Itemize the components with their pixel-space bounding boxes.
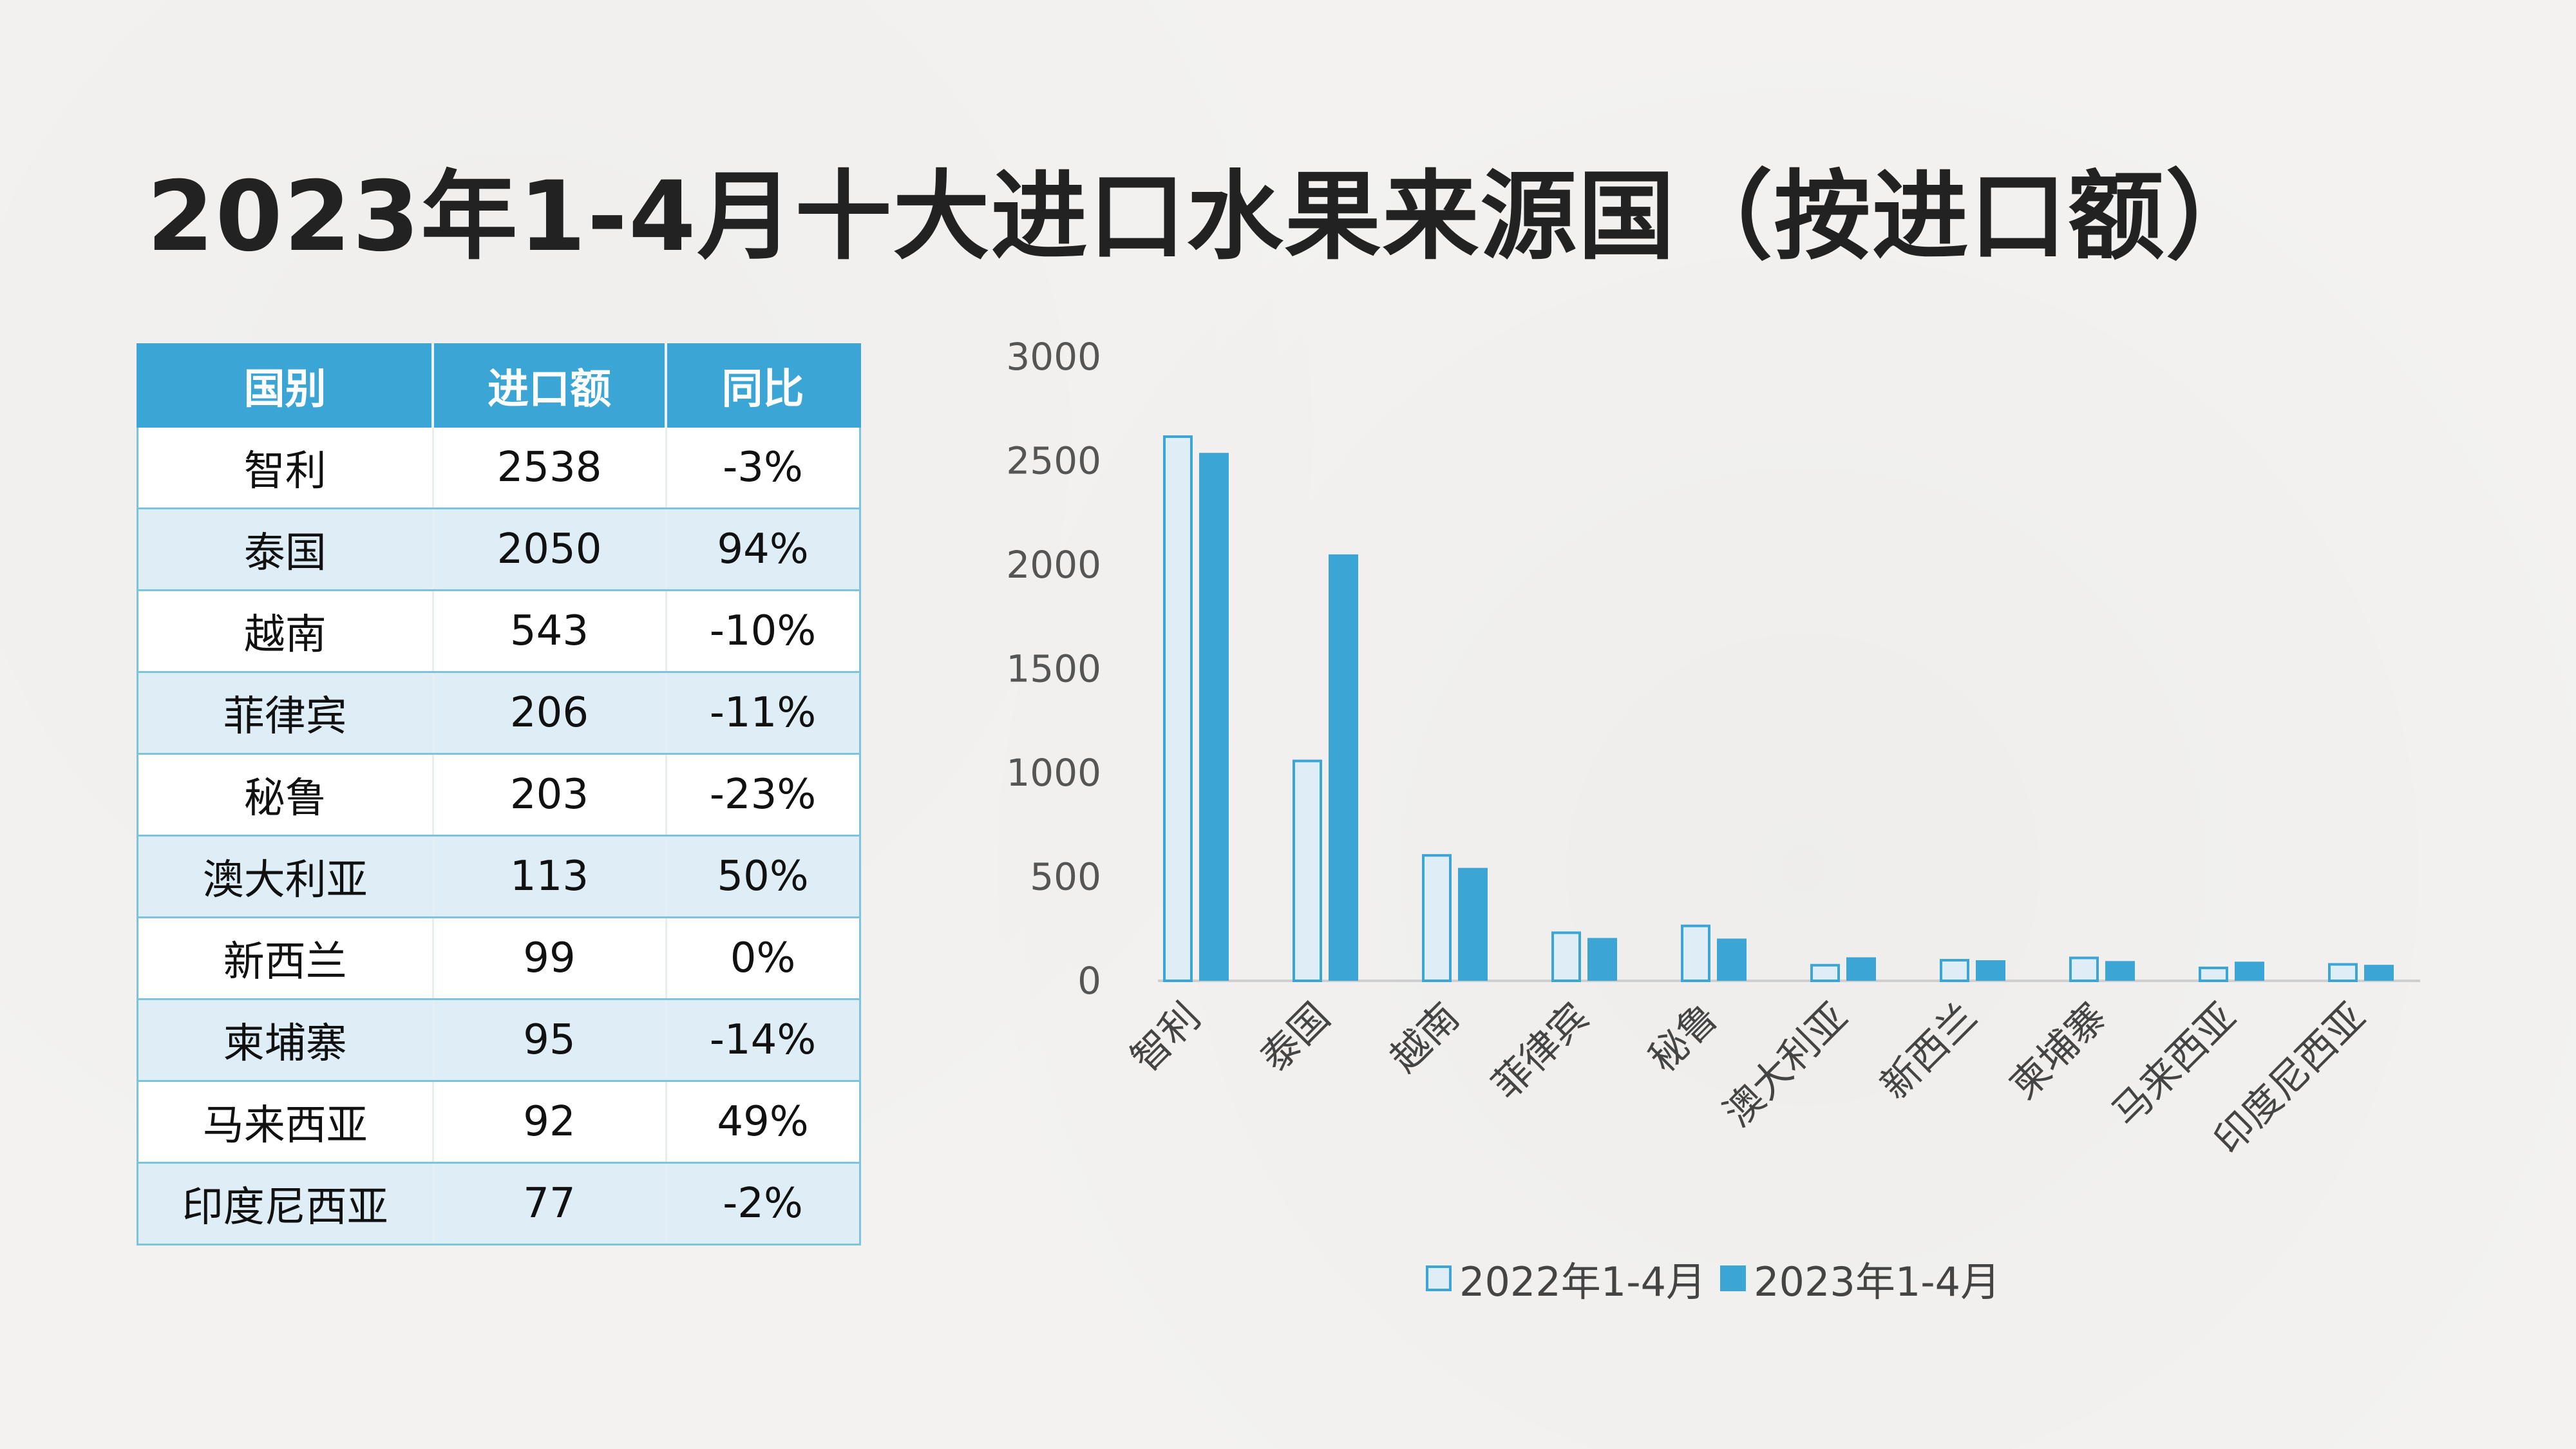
amount-cell: 92 bbox=[431, 1080, 667, 1164]
table-row: 印度尼西亚 77 -2% bbox=[137, 1162, 861, 1245]
bar-2023 bbox=[1976, 960, 2005, 981]
yoy-cell: -2% bbox=[665, 1162, 861, 1245]
country-cell: 马来西亚 bbox=[137, 1080, 434, 1164]
bar-2022 bbox=[1551, 931, 1581, 982]
bar-2023 bbox=[1199, 453, 1229, 981]
page-title: 2023年1-4月十大进口水果来源国（按进口额） bbox=[147, 161, 2264, 273]
x-tick-label: 柬埔寨 bbox=[2002, 994, 2116, 1108]
bar-2023 bbox=[2105, 961, 2135, 981]
table-row: 智利 2538 -3% bbox=[137, 426, 861, 509]
table-row: 泰国 2050 94% bbox=[137, 507, 861, 591]
bar-2022 bbox=[1681, 924, 1710, 983]
bar-2022 bbox=[1810, 963, 1840, 983]
x-tick-label: 菲律宾 bbox=[1484, 994, 1598, 1108]
bar-2022 bbox=[2199, 966, 2228, 982]
legend-swatch-2023 bbox=[1720, 1265, 1747, 1291]
chart-legend: 2022年1-4月 2023年1-4月 bbox=[1426, 1249, 2000, 1307]
amount-cell: 77 bbox=[431, 1162, 667, 1245]
x-tick-label: 泰国 bbox=[1252, 994, 1338, 1081]
amount-cell: 113 bbox=[431, 835, 667, 918]
table-row: 菲律宾 206 -11% bbox=[137, 671, 861, 755]
header-yoy: 同比 bbox=[665, 343, 861, 428]
yoy-cell: 49% bbox=[665, 1080, 861, 1164]
country-cell: 泰国 bbox=[137, 507, 434, 591]
yoy-cell: 0% bbox=[665, 916, 861, 1000]
amount-cell: 95 bbox=[431, 998, 667, 1082]
table-header-row: 国别 进口额 同比 bbox=[137, 343, 861, 428]
bar-2022 bbox=[1940, 959, 1969, 982]
bar-2023 bbox=[1587, 938, 1617, 981]
table-row: 马来西亚 92 49% bbox=[137, 1080, 861, 1164]
x-tick-label: 澳大利亚 bbox=[1715, 994, 1856, 1135]
country-cell: 越南 bbox=[137, 589, 434, 673]
bar-2022 bbox=[1293, 759, 1322, 982]
y-tick-label: 1000 bbox=[1006, 751, 1101, 795]
country-cell: 菲律宾 bbox=[137, 671, 434, 755]
amount-cell: 99 bbox=[431, 916, 667, 1000]
table-row: 越南 543 -10% bbox=[137, 589, 861, 673]
amount-cell: 2050 bbox=[431, 507, 667, 591]
yoy-cell: 94% bbox=[665, 507, 861, 591]
legend-swatch-2022 bbox=[1426, 1265, 1452, 1291]
yoy-cell: 50% bbox=[665, 835, 861, 918]
amount-cell: 2538 bbox=[431, 426, 667, 509]
import-table: 国别 进口额 同比 智利 2538 -3% 泰国 2050 94% 越南 543 -10% 菲律宾… bbox=[137, 343, 861, 1245]
table-row: 新西兰 99 0% bbox=[137, 916, 861, 1000]
bar-2022 bbox=[1163, 435, 1193, 982]
legend-label-2023: 2023年1-4月 bbox=[1754, 1258, 2001, 1305]
bar-2023 bbox=[1846, 957, 1876, 981]
country-cell: 新西兰 bbox=[137, 916, 434, 1000]
bar-2022 bbox=[2069, 956, 2099, 982]
bar-2023 bbox=[1458, 867, 1488, 981]
legend-label-2022: 2022年1-4月 bbox=[1459, 1258, 1707, 1305]
bar-2023 bbox=[1717, 938, 1747, 981]
country-cell: 秘鲁 bbox=[137, 753, 434, 837]
bar-2023 bbox=[2235, 961, 2264, 981]
yoy-cell: -14% bbox=[665, 998, 861, 1082]
x-tick-label: 秘鲁 bbox=[1640, 994, 1727, 1081]
x-tick-label: 越南 bbox=[1381, 994, 1468, 1081]
bar-2022 bbox=[2328, 963, 2358, 983]
country-cell: 澳大利亚 bbox=[137, 835, 434, 918]
table-row: 秘鲁 203 -23% bbox=[137, 753, 861, 837]
amount-cell: 206 bbox=[431, 671, 667, 755]
country-cell: 柬埔寨 bbox=[137, 998, 434, 1082]
x-tick-label: 智利 bbox=[1122, 994, 1209, 1081]
header-country: 国别 bbox=[137, 343, 434, 428]
amount-cell: 543 bbox=[431, 589, 667, 673]
country-cell: 智利 bbox=[137, 426, 434, 509]
yoy-cell: -10% bbox=[665, 589, 861, 673]
bar-2023 bbox=[1329, 554, 1358, 981]
y-tick-label: 2000 bbox=[1006, 543, 1101, 587]
bar-2023 bbox=[2364, 965, 2394, 981]
y-tick-label: 500 bbox=[1030, 855, 1101, 899]
bar-2022 bbox=[1422, 854, 1452, 982]
y-tick-label: 0 bbox=[1077, 959, 1101, 1003]
amount-cell: 203 bbox=[431, 753, 667, 837]
yoy-cell: -3% bbox=[665, 426, 861, 509]
table-row: 澳大利亚 113 50% bbox=[137, 835, 861, 918]
country-cell: 印度尼西亚 bbox=[137, 1162, 434, 1245]
y-tick-label: 3000 bbox=[1006, 335, 1101, 379]
x-tick-label: 新西兰 bbox=[1872, 994, 1986, 1108]
yoy-cell: -11% bbox=[665, 671, 861, 755]
y-tick-label: 1500 bbox=[1006, 647, 1101, 691]
table-row: 柬埔寨 95 -14% bbox=[137, 998, 861, 1082]
header-amount: 进口额 bbox=[431, 343, 667, 428]
y-tick-label: 2500 bbox=[1006, 439, 1101, 483]
yoy-cell: -23% bbox=[665, 753, 861, 837]
